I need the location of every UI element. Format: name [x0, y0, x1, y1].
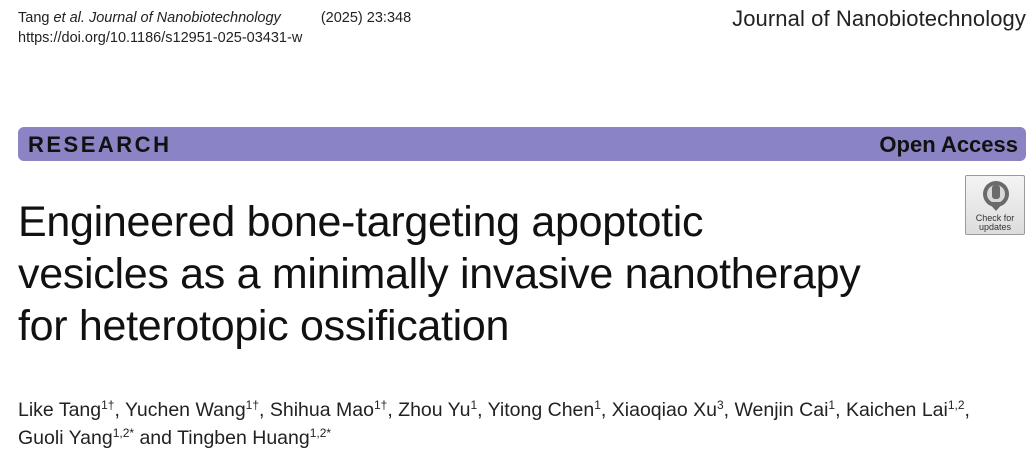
author-affiliation: 1 [470, 398, 478, 412]
check-for-updates-text: Check for updates [975, 213, 1015, 232]
author-affiliation: 1,2 [947, 398, 965, 412]
author-affiliation: 3 [716, 398, 724, 412]
title-line: vesicles as a minimally invasive nanothe… [18, 250, 861, 298]
title-line: for heterotopic ossification [18, 302, 510, 350]
author-separator: , [387, 399, 399, 421]
author-name[interactable]: Kaichen Lai [845, 399, 948, 421]
doi-link[interactable]: https://doi.org/10.1186/s12951-025-03431… [18, 30, 303, 46]
author-affiliation: 1 [828, 398, 836, 412]
open-access-label: Open Access [879, 132, 1018, 157]
author-affiliation: 1† [245, 398, 260, 412]
author-separator: , [114, 399, 125, 421]
author-name[interactable]: Xiaoqiao Xu [611, 399, 717, 421]
citation-journal: et al. Journal of Nanobiotechnology [53, 10, 281, 26]
author-name[interactable]: Tingben Huang [177, 427, 310, 449]
author-separator: , [964, 399, 970, 421]
author-name[interactable]: Shihua Mao [269, 399, 374, 421]
journal-name: Journal of Nanobiotechnology [732, 6, 1026, 31]
author-affiliation: 1 [594, 398, 601, 412]
check-for-updates-badge[interactable]: Check for updates [965, 175, 1025, 235]
check-for-updates-icon [983, 181, 1009, 211]
article-type-banner: RESEARCH Open Access [18, 127, 1026, 161]
author-separator: , [835, 399, 846, 421]
author-separator: , [723, 399, 735, 421]
author-separator: , [259, 399, 270, 421]
article-type-label: RESEARCH [28, 132, 172, 157]
author-affiliation: 1,2* [309, 426, 332, 440]
author-name[interactable]: Like Tang [18, 399, 102, 421]
author-name[interactable]: Wenjin Cai [734, 399, 829, 421]
author-separator: and [134, 427, 178, 449]
author-name[interactable]: Zhou Yu [398, 399, 471, 421]
author-name[interactable]: Guoli Yang [18, 427, 113, 449]
citation-line: Tang et al. Journal of Nanobiotechnology… [18, 8, 411, 28]
title-line: Engineered bone-targeting apoptotic [18, 198, 704, 246]
author-separator: , [600, 399, 612, 421]
author-name[interactable]: Yitong Chen [487, 399, 595, 421]
author-list: Like Tang1†, Yuchen Wang1†, Shihua Mao1†… [18, 396, 1018, 452]
author-separator: , [477, 399, 488, 421]
author-affiliation: 1,2* [112, 426, 135, 440]
citation-year-volume: (2025) 23:348 [320, 10, 412, 26]
author-affiliation: 1† [373, 398, 388, 412]
author-affiliation: 1† [101, 398, 115, 412]
author-name[interactable]: Yuchen Wang [124, 399, 246, 421]
citation-header: Tang et al. Journal of Nanobiotechnology… [18, 8, 411, 48]
citation-authors: Tang [18, 10, 50, 26]
article-title: Engineered bone-targeting apoptotic vesi… [18, 196, 958, 352]
